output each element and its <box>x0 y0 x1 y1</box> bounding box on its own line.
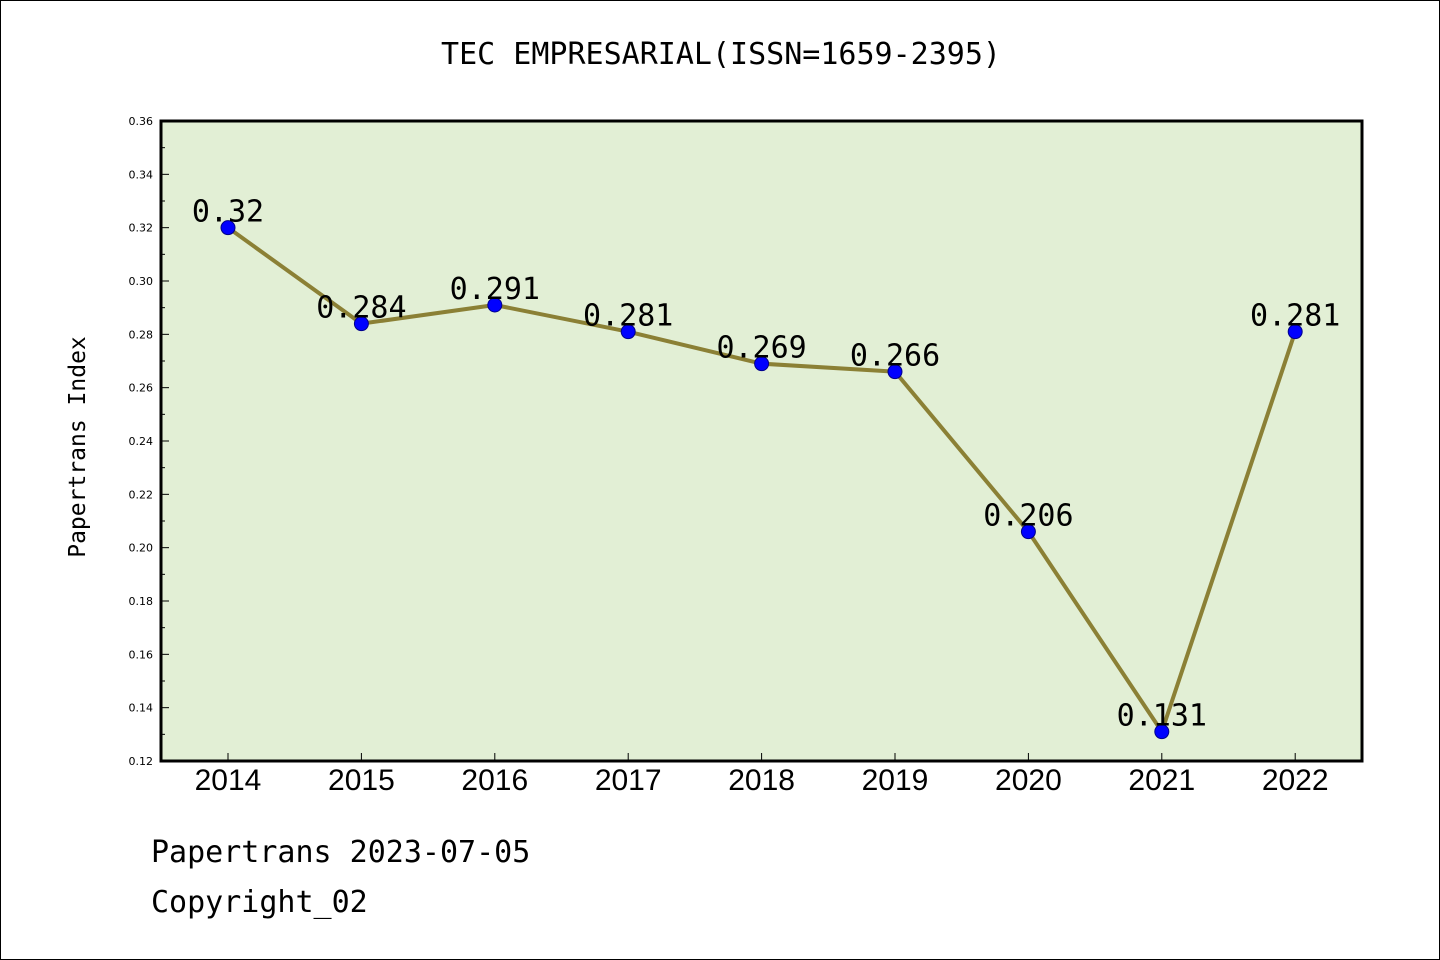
footer-source: Papertrans 2023-07-05 <box>151 835 531 870</box>
y-tick-label: 0.32 <box>129 222 154 235</box>
y-tick-label: 0.30 <box>129 275 154 288</box>
x-tick-label: 2014 <box>195 764 262 797</box>
x-tick-label: 2022 <box>1262 764 1329 797</box>
x-tick-label: 2016 <box>461 764 528 797</box>
y-tick-label: 0.12 <box>129 755 154 768</box>
y-tick-label: 0.26 <box>129 382 154 395</box>
data-point-marker <box>1154 724 1170 740</box>
data-label: 0.32 <box>192 195 264 230</box>
y-tick-label: 0.18 <box>129 595 154 608</box>
data-label: 0.269 <box>716 331 806 366</box>
data-label: 0.206 <box>983 499 1073 534</box>
footer-copyright: Copyright_02 <box>151 885 368 920</box>
y-tick-label: 0.36 <box>129 115 154 128</box>
data-label: 0.131 <box>1117 699 1207 734</box>
x-tick-label: 2018 <box>728 764 795 797</box>
y-tick-label: 0.14 <box>129 702 154 715</box>
data-label: 0.281 <box>583 299 673 334</box>
x-tick-label: 2021 <box>1128 764 1195 797</box>
data-point-marker <box>1287 324 1303 340</box>
data-label: 0.291 <box>450 272 540 307</box>
y-tick-label: 0.34 <box>129 168 154 181</box>
x-tick-label: 2017 <box>595 764 662 797</box>
y-tick-label: 0.20 <box>129 542 154 555</box>
data-point-marker <box>754 356 770 372</box>
chart-title: TEC EMPRESARIAL(ISSN=1659-2395) <box>441 37 1001 72</box>
y-tick-label: 0.22 <box>129 488 154 501</box>
data-label: 0.281 <box>1250 299 1340 334</box>
data-point-marker <box>1020 524 1036 540</box>
y-tick-label: 0.16 <box>129 648 154 661</box>
data-point-marker <box>220 220 236 236</box>
data-label: 0.266 <box>850 339 940 374</box>
data-point-marker <box>887 364 903 380</box>
x-tick-label: 2019 <box>862 764 929 797</box>
plot-frame <box>159 119 1364 763</box>
plot-area <box>161 121 1362 761</box>
x-tick-label: 2015 <box>328 764 395 797</box>
data-point-marker <box>620 324 636 340</box>
data-point-marker <box>353 316 369 332</box>
y-tick-label: 0.28 <box>129 328 154 341</box>
x-tick-label: 2020 <box>995 764 1062 797</box>
data-label: 0.284 <box>316 291 406 326</box>
y-tick-label: 0.24 <box>129 435 154 448</box>
data-point-marker <box>487 297 503 313</box>
